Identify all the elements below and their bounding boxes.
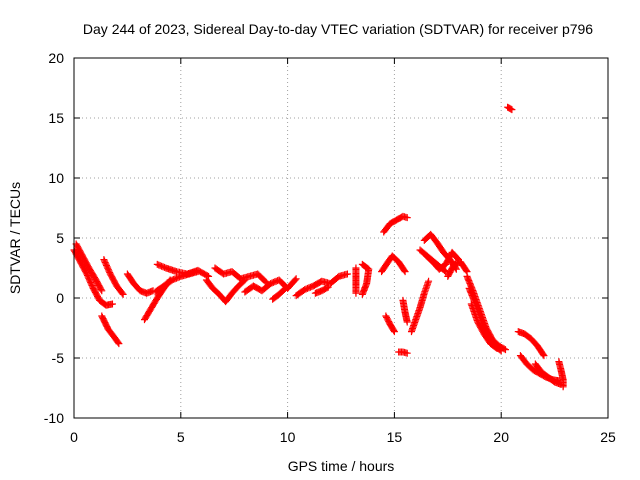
data-point bbox=[97, 285, 105, 293]
x-axis-label: GPS time / hours bbox=[288, 458, 395, 474]
x-tick-label: 15 bbox=[387, 429, 403, 445]
data-point bbox=[539, 350, 547, 358]
data-point bbox=[403, 214, 411, 222]
data-point bbox=[403, 318, 411, 326]
data-point bbox=[440, 267, 448, 275]
data-point bbox=[508, 106, 516, 114]
data-point bbox=[359, 261, 367, 269]
data-point bbox=[400, 266, 408, 274]
data-point bbox=[280, 285, 288, 293]
data-point bbox=[343, 270, 351, 278]
x-tick-label: 0 bbox=[70, 429, 78, 445]
data-point bbox=[496, 346, 504, 354]
data-point bbox=[493, 344, 501, 352]
data-point bbox=[98, 287, 106, 295]
data-point bbox=[291, 276, 299, 284]
data-point bbox=[281, 284, 289, 292]
y-tick-label: -10 bbox=[44, 410, 64, 426]
y-tick-label: 5 bbox=[56, 230, 64, 246]
x-tick-label: 10 bbox=[280, 429, 296, 445]
data-point bbox=[559, 383, 567, 391]
data-point bbox=[403, 349, 411, 357]
data-point bbox=[118, 289, 126, 297]
data-point bbox=[292, 275, 300, 283]
data-point bbox=[390, 328, 398, 336]
data-point bbox=[115, 340, 123, 348]
plot-frame bbox=[73, 57, 609, 419]
data-point bbox=[324, 283, 332, 291]
y-tick-label: 20 bbox=[48, 50, 64, 66]
data-point bbox=[425, 277, 433, 285]
data-point bbox=[323, 284, 331, 292]
chart-title: Day 244 of 2023, Sidereal Day-to-day VTE… bbox=[83, 21, 593, 37]
data-point bbox=[352, 264, 360, 272]
data-point bbox=[119, 290, 127, 298]
data-point bbox=[401, 268, 409, 276]
y-axis-label: SDTVAR / TECUs bbox=[7, 182, 23, 294]
data-point bbox=[261, 277, 269, 285]
x-tick-label: 5 bbox=[177, 429, 185, 445]
data-point bbox=[492, 344, 500, 352]
data-point bbox=[497, 347, 505, 355]
y-tick-label: -5 bbox=[52, 350, 65, 366]
data-point bbox=[540, 352, 548, 360]
data-point bbox=[205, 272, 213, 280]
data-point bbox=[390, 326, 398, 334]
x-tick-label: 25 bbox=[600, 429, 616, 445]
data-point bbox=[114, 338, 122, 346]
y-tick-label: 10 bbox=[48, 170, 64, 186]
x-tick-label: 20 bbox=[493, 429, 509, 445]
data-point bbox=[358, 260, 366, 268]
data-point bbox=[462, 266, 470, 274]
data-marks bbox=[70, 103, 567, 391]
y-tick-label: 15 bbox=[48, 110, 64, 126]
data-point bbox=[108, 300, 116, 308]
axes: 0 5 10 15 20 25 -10 -5 0 5 10 15 20 bbox=[44, 50, 616, 445]
y-tick-label: 0 bbox=[56, 290, 64, 306]
